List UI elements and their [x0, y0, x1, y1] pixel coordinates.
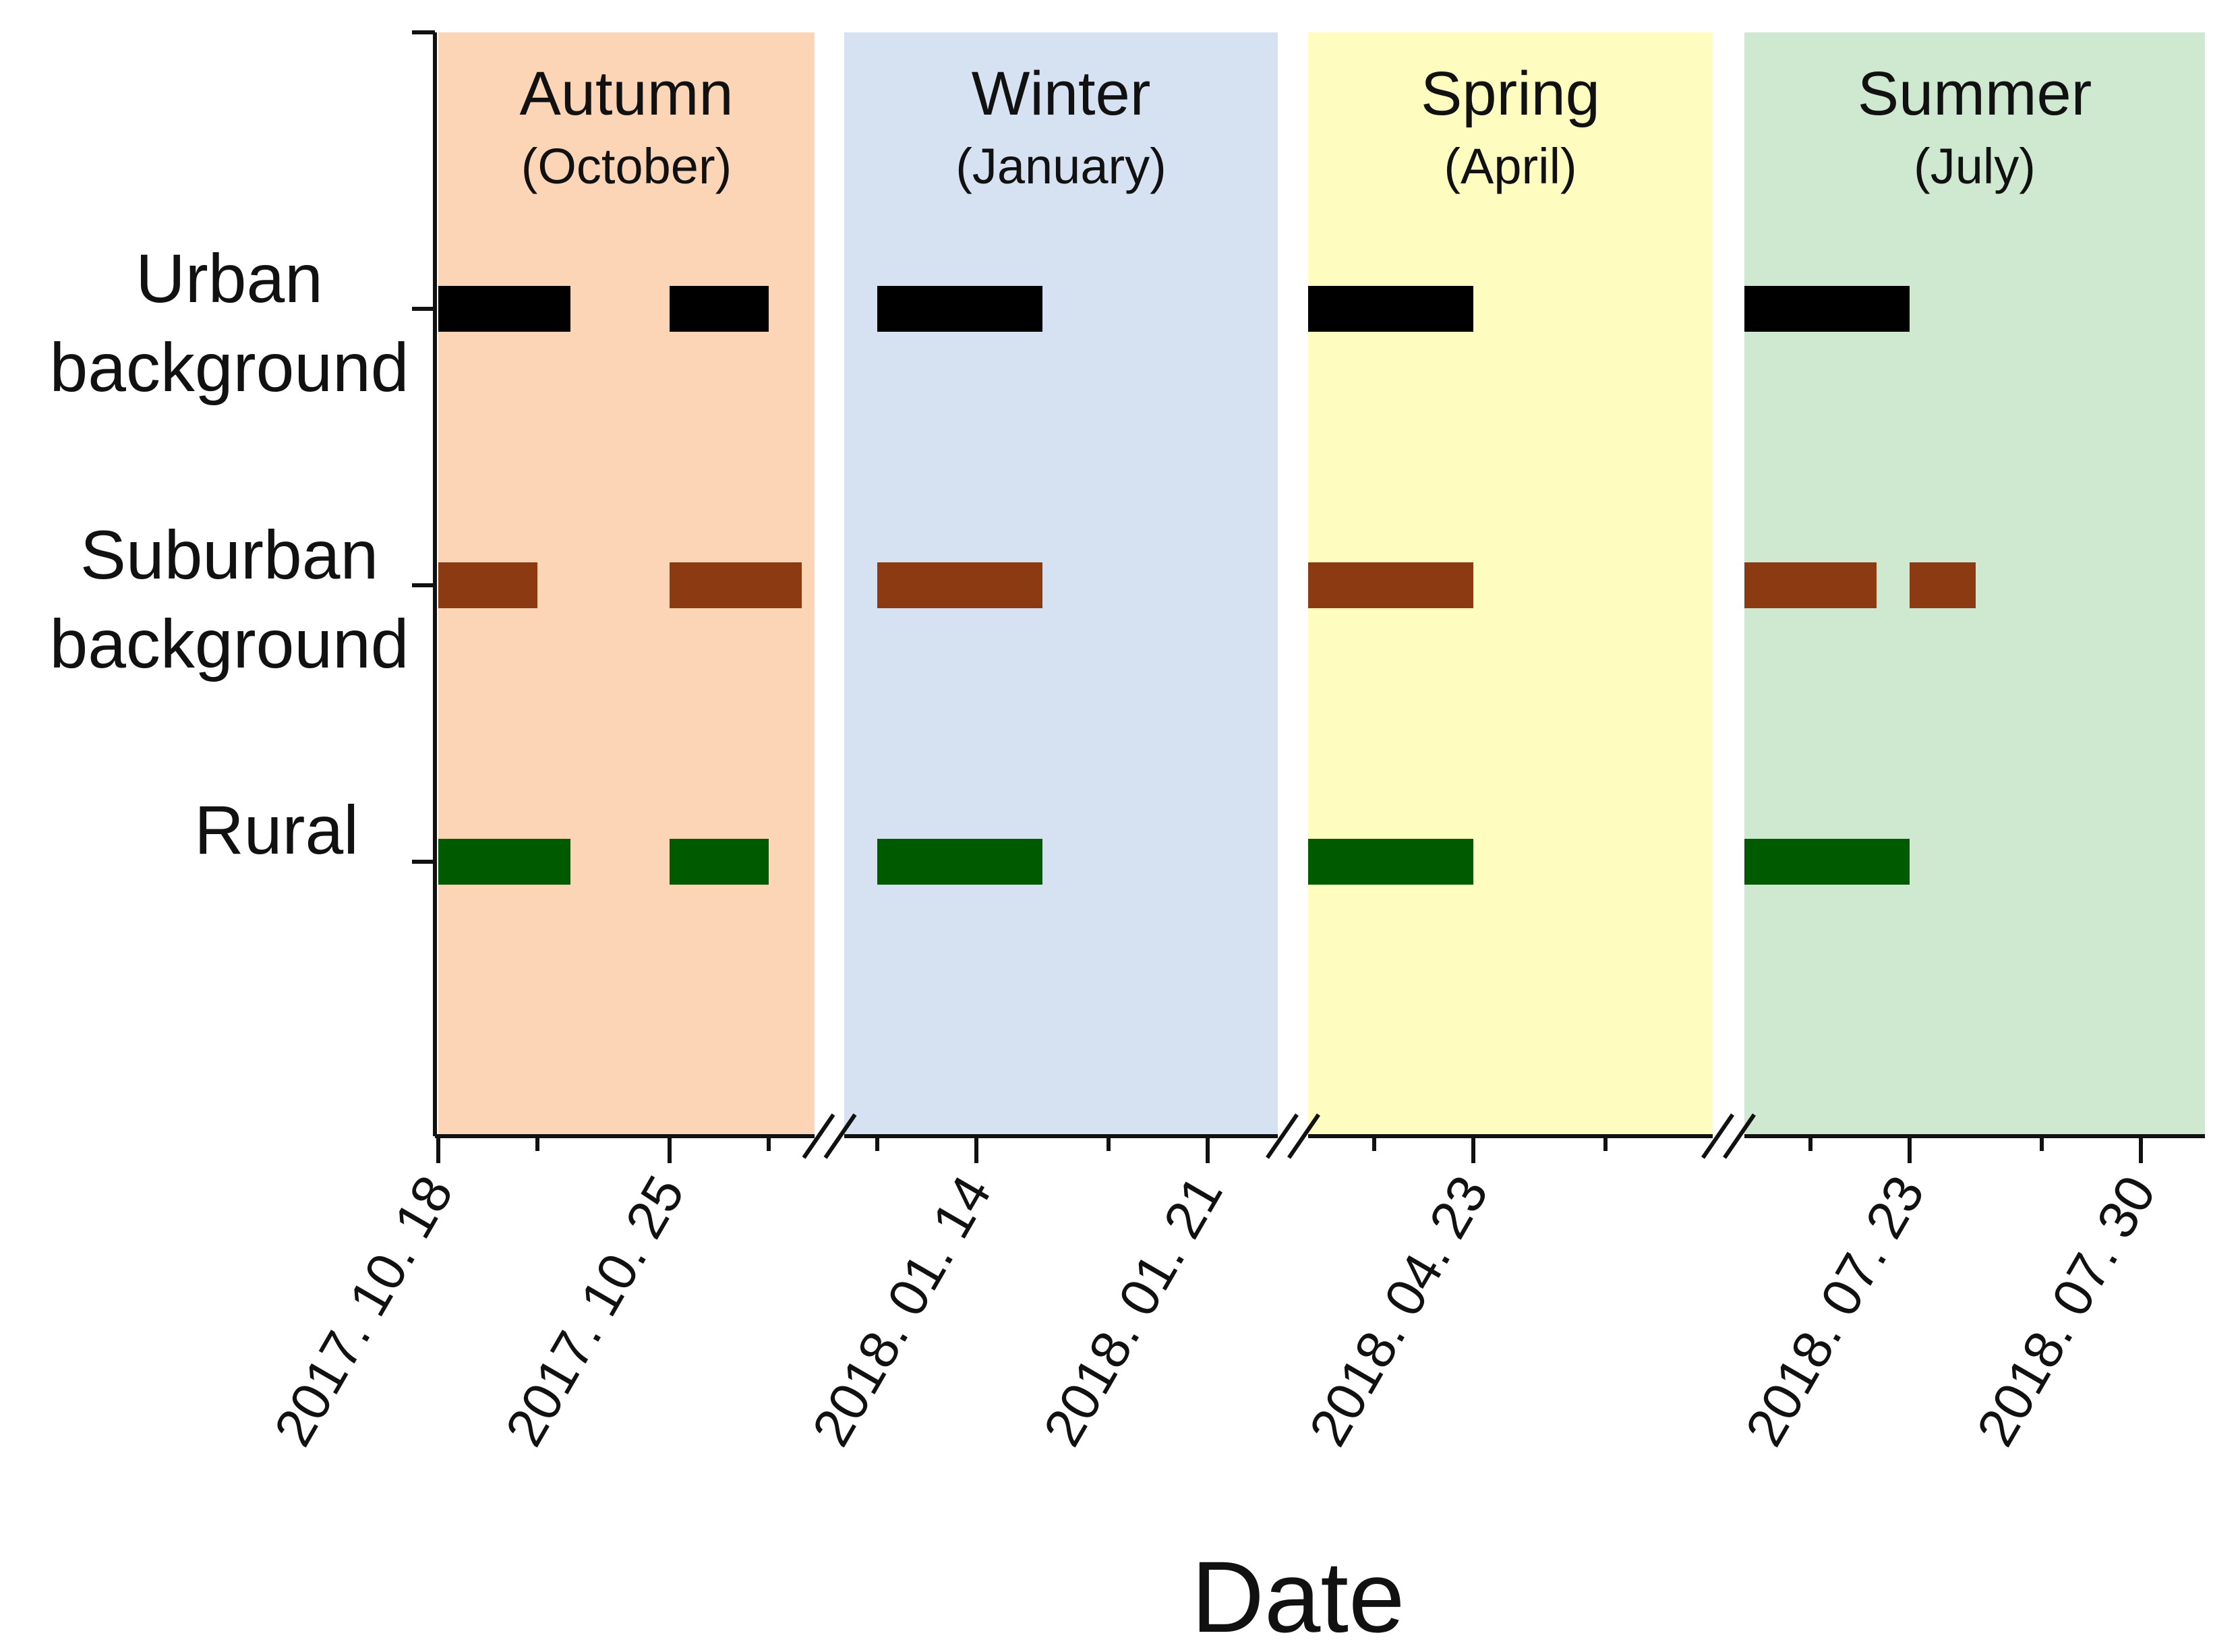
sampling-bar	[877, 286, 1042, 332]
season-title: Summer	[1858, 59, 2092, 128]
category-label: Urban	[136, 240, 323, 317]
sampling-bar	[438, 286, 570, 332]
season-title: Autumn	[519, 59, 733, 128]
category-label: background	[49, 329, 409, 406]
sampling-bar	[1308, 839, 1473, 885]
sampling-bar	[877, 562, 1042, 608]
sampling-bar	[1308, 562, 1473, 608]
sampling-bar	[1308, 286, 1473, 332]
sampling-bar	[877, 839, 1042, 885]
sampling-bar	[670, 286, 769, 332]
sampling-bar	[1910, 562, 1976, 608]
season-month: (October)	[521, 138, 732, 194]
x-tick-label: 2018. 04. 23	[1297, 1166, 1499, 1456]
category-label: Rural	[194, 792, 359, 868]
season-month: (July)	[1914, 138, 2036, 194]
sampling-bar	[1744, 562, 1877, 608]
axis-break-mark	[802, 1113, 835, 1159]
axes	[412, 30, 2205, 1163]
sampling-bars	[438, 286, 1976, 885]
x-tick-label: 2017. 10. 25	[494, 1166, 695, 1456]
axis-break-mark	[823, 1113, 857, 1159]
sampling-bar	[1744, 286, 1910, 332]
x-tick-label: 2018. 07. 30	[1965, 1166, 2167, 1456]
sampling-bar	[670, 839, 769, 885]
axis-break-mark	[1266, 1113, 1299, 1159]
x-axis-title: Date	[1191, 1540, 1405, 1652]
axis-break-mark	[1723, 1113, 1756, 1159]
x-tick-label: 2018. 01. 21	[1032, 1166, 1233, 1456]
season-month: (January)	[955, 138, 1167, 194]
sampling-bar	[438, 839, 570, 885]
season-title: Spring	[1421, 59, 1600, 128]
season-month: (April)	[1444, 138, 1576, 194]
axis-break-mark	[1701, 1113, 1734, 1159]
x-tick-label: 2018. 01. 14	[800, 1166, 1002, 1456]
season-title: Winter	[972, 59, 1151, 128]
season-bands	[438, 32, 2205, 1136]
sampling-bar	[670, 562, 802, 608]
category-label: Suburban	[80, 517, 378, 593]
sampling-bar	[438, 562, 537, 608]
x-tick-label: 2018. 07. 23	[1734, 1166, 1935, 1456]
category-label: background	[49, 606, 409, 682]
x-tick-label: 2017. 10. 18	[262, 1166, 464, 1456]
axis-break-mark	[1287, 1113, 1320, 1159]
sampling-bar	[1744, 839, 1910, 885]
